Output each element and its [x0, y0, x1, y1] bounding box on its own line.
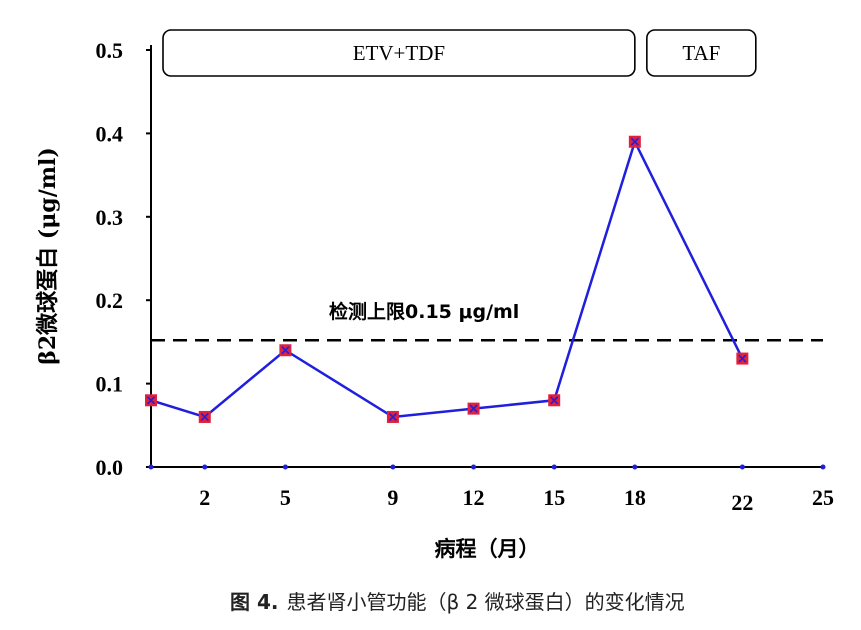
treatment-periods: ETV+TDF TAF — [162, 29, 757, 77]
y-tick-label: 0.4 — [96, 121, 124, 146]
x-tick-dot — [471, 464, 477, 470]
y-tick-label: 0.0 — [96, 455, 124, 480]
x-tick-label: 25 — [812, 485, 834, 510]
x-axis-label: 病程（月） — [435, 537, 540, 561]
data-point-cross — [146, 396, 156, 405]
data-point — [736, 352, 749, 365]
x-tick-labels: 2 5 9 12 15 18 22 25 — [148, 464, 834, 515]
x-tick-label: 18 — [624, 485, 646, 510]
treatment-period-label: TAF — [682, 41, 720, 65]
treatment-period-box — [646, 29, 757, 77]
y-tick-labels: 0.0 0.1 0.2 0.3 0.4 0.5 — [96, 38, 151, 480]
data-point-cross — [630, 137, 639, 146]
data-point-cross — [281, 346, 290, 355]
y-tick-label: 0.5 — [96, 38, 124, 63]
x-tick-label: 22 — [731, 490, 753, 515]
figure-label: 图 4. — [230, 590, 279, 614]
x-tick-dot — [148, 464, 154, 470]
data-point-cross — [469, 404, 478, 413]
x-tick-dot — [820, 464, 826, 470]
data-point — [467, 402, 480, 415]
reference-line-label: 检测上限0.15 μg/ml — [329, 300, 519, 323]
x-tick-label: 12 — [463, 485, 485, 510]
figure-caption: 图 4. 患者肾小管功能（β 2 微球蛋白）的变化情况 — [230, 586, 685, 615]
treatment-period-box — [162, 29, 636, 77]
data-point-cross — [388, 412, 397, 422]
data-point-cross — [738, 354, 747, 363]
treatment-period-label: ETV+TDF — [353, 41, 445, 65]
data-series — [145, 135, 749, 423]
data-point-cross — [200, 412, 209, 422]
x-tick-label: 9 — [387, 485, 398, 510]
y-tick-label: 0.3 — [96, 205, 124, 230]
data-point — [279, 344, 292, 357]
data-point — [145, 394, 157, 407]
data-point — [386, 410, 399, 423]
series-line — [150, 138, 744, 419]
x-tick-dot — [739, 464, 745, 470]
x-tick-dot — [390, 464, 396, 470]
x-tick-dot — [632, 464, 638, 470]
x-tick-dot — [202, 464, 208, 470]
reference-line-group: 检测上限0.15 μg/ml — [151, 300, 823, 342]
figure-caption-text: 患者肾小管功能（β 2 微球蛋白）的变化情况 — [286, 590, 685, 614]
y-tick-label: 0.2 — [96, 288, 124, 313]
axes — [150, 45, 823, 468]
x-tick-label: 15 — [543, 485, 565, 510]
y-tick-label: 0.1 — [96, 372, 124, 397]
data-point — [548, 394, 561, 407]
x-tick-dot — [551, 464, 557, 470]
data-point — [198, 410, 211, 423]
y-axis-label: β2微球蛋白 (μg/ml) — [35, 147, 61, 365]
data-point — [628, 135, 641, 148]
x-tick-label: 5 — [280, 485, 291, 510]
data-point-cross — [550, 396, 559, 405]
x-tick-dot — [282, 464, 288, 470]
x-tick-label: 2 — [199, 485, 210, 510]
line-chart: 0.00.10.20.30.40.5 2 5 9 12 15 18 22 25 ETV+TDF… — [35, 29, 834, 561]
